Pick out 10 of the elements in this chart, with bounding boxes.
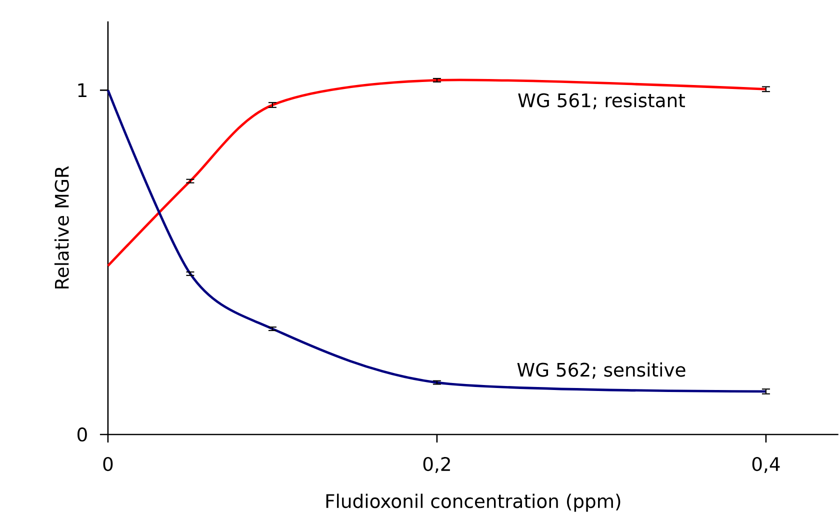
series-label: WG 562; sensitive (517, 362, 686, 379)
line-series (106, 78, 768, 267)
x-tick-label: 0,2 (423, 456, 450, 473)
x-axis-title: Fludioxonil concentration (ppm) (326, 494, 620, 512)
line-series (106, 88, 768, 393)
x-tick-label: 0 (103, 456, 113, 472)
series-label: WG 561; resistant (518, 92, 685, 110)
y-axis-title: Relative MGR (54, 166, 69, 288)
y-tick-label: 1 (78, 83, 86, 97)
x-tick-label: 0,4 (752, 456, 780, 473)
